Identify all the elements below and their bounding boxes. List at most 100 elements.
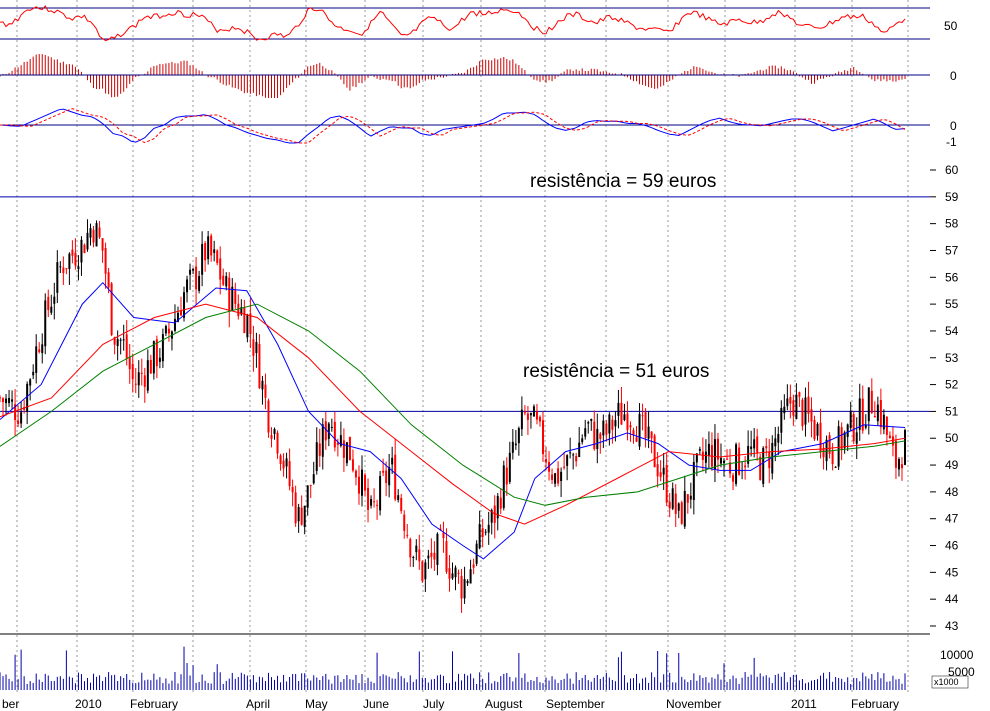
y-tick-label-52: 52 [945,378,959,392]
candle-body [264,384,267,398]
y-tick-label-47: 47 [945,512,959,526]
candle-body [466,581,469,584]
candle-body [593,421,596,449]
candle-body [309,485,312,487]
candle-body [351,459,354,471]
candle-body [409,539,412,558]
candle-body [575,456,578,462]
candle-body [508,452,511,482]
candle-body [511,441,514,453]
candle-body [176,312,179,322]
candle-body [644,412,647,438]
candle-body [608,414,611,434]
price-y-axis: 60 59 58 57 56 55 54 53 52 51 50 49 48 47 46 45 44 43 [930,163,959,633]
candle-body [59,266,62,268]
y-tick-label-46: 46 [945,539,959,553]
candle-body [71,249,74,256]
candle-body [306,485,309,508]
candle-body [26,383,29,412]
candle-body [762,447,765,484]
candle-body [729,462,732,474]
candle-body [98,227,101,238]
candle-body [852,414,855,442]
candle-body [756,436,759,453]
candle-body [104,248,107,274]
candle-body [629,425,632,428]
candle-body [837,426,840,467]
candle-body [584,428,587,437]
volume-unit-label: x1000 [934,677,959,687]
candle-body [545,459,548,463]
candle-body [496,495,499,519]
candle-body [858,398,861,430]
candle-body [421,561,424,581]
candle-body [671,488,674,509]
candle-body [291,486,294,493]
candle-body [101,238,104,251]
candle-body [427,555,430,559]
candle-body [113,337,116,345]
candle-body [668,501,671,509]
candle-body [5,398,8,404]
y-tick-label-53: 53 [945,351,959,365]
month-label-9: November [666,697,721,711]
y-tick-label-55: 55 [945,297,959,311]
price-candles [0,219,906,613]
candle-body [891,436,894,446]
candle-body [442,532,445,539]
volume-panel: 10000 5000 x1000 [0,646,975,690]
candle-body [626,413,629,431]
candle-body [14,404,17,420]
candle-body [29,379,32,386]
y-tick-label-56: 56 [945,270,959,284]
candle-body [689,495,692,500]
candle-body [783,406,786,414]
candle-body [686,494,689,503]
candle-body [445,541,448,572]
candle-body [560,471,563,482]
candle-body [279,455,282,465]
candle-body [173,318,176,331]
y-tick-label-43: 43 [945,619,959,633]
candle-body [726,458,729,460]
resistance-label-51: resistência = 51 euros [523,361,709,382]
candle-body [315,442,318,471]
candle-body [822,448,825,458]
candle-body [276,432,279,454]
candle-body [267,400,270,433]
candle-body [665,465,668,503]
candle-body [333,421,336,448]
month-label-0: ber [2,697,19,711]
candle-body [719,457,722,464]
candle-body [578,442,581,457]
candle-body [131,363,134,380]
candle-body [716,438,719,460]
candle-body [201,243,204,275]
candle-body [596,428,599,450]
rsi-line [0,5,906,42]
candle-body [11,399,14,402]
candle-body [288,461,291,487]
candle-body [572,454,575,456]
candle-body [324,421,327,441]
month-label-4: May [305,697,328,711]
candle-body [17,420,20,425]
candle-body [683,490,686,527]
candle-body [750,446,753,449]
candle-body [529,413,532,416]
candle-body [523,412,526,414]
candle-body [403,514,406,531]
candle-body [107,272,110,288]
candle-body [487,524,490,533]
candle-body [780,407,783,433]
volume-tick-label-5000: 5000 [948,665,975,679]
candle-body [300,507,303,525]
candle-body [478,524,481,549]
candle-body [587,422,590,424]
candle-body [680,502,683,524]
candle-body [659,472,662,478]
candle-body [650,431,653,439]
y-tick-label-54: 54 [945,324,959,338]
candle-body [457,572,460,574]
